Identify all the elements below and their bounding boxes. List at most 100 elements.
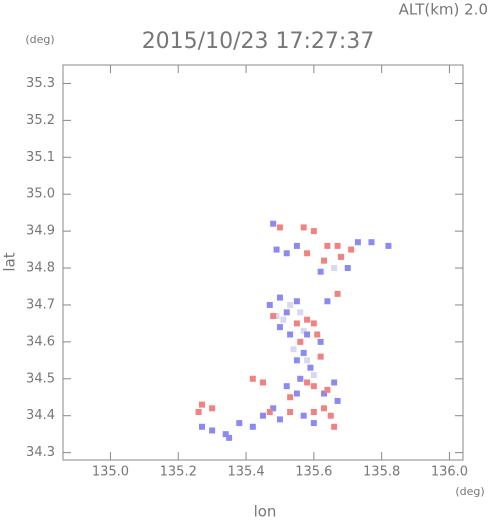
radar-echo (283, 250, 290, 257)
y-tick-label: 34.3 (26, 445, 55, 460)
x-tick-label: 135.4 (227, 465, 264, 480)
radar-echo (293, 357, 300, 364)
radar-echo (287, 331, 294, 338)
y-tick-label: 34.6 (26, 334, 55, 349)
radar-echo (344, 265, 351, 272)
radar-echo (348, 246, 355, 253)
radar-echo (331, 265, 338, 272)
radar-echo (310, 228, 317, 235)
y-unit: (deg) (25, 33, 54, 46)
radar-echo (307, 364, 314, 371)
radar-echo (276, 324, 283, 331)
y-tick-label: 34.5 (26, 371, 55, 386)
radar-echo (324, 298, 331, 305)
radar-echo (321, 405, 328, 412)
radar-echo (209, 405, 216, 412)
radar-echo (317, 338, 324, 345)
plot-frame (62, 64, 464, 461)
radar-echo (317, 268, 324, 275)
radar-echo (273, 246, 280, 253)
radar-echo (324, 386, 331, 393)
radar-echo (297, 338, 304, 345)
radar-echo (287, 409, 294, 416)
altitude-label: ALT(km) 2.0 (399, 1, 488, 19)
x-unit: (deg) (455, 485, 484, 498)
y-tick-label: 35.2 (26, 113, 55, 128)
radar-echo (249, 375, 256, 382)
radar-echo (273, 313, 280, 320)
radar-echo (270, 313, 277, 320)
radar-echo (297, 375, 304, 382)
x-axis-label: lon (254, 503, 277, 521)
radar-echo (270, 220, 277, 227)
radar-echo (249, 423, 256, 430)
radar-echo (304, 379, 311, 386)
y-tick-label: 35.3 (26, 76, 55, 91)
radar-echo (198, 401, 205, 408)
radar-echo (300, 349, 307, 356)
radar-echo (276, 294, 283, 301)
radar-echo (304, 250, 311, 257)
y-tick-label: 35.0 (26, 187, 55, 202)
radar-echo (270, 405, 277, 412)
radar-echo (209, 427, 216, 434)
y-axis-label: lat (1, 252, 19, 271)
radar-echo (236, 420, 243, 427)
radar-echo (304, 331, 311, 338)
radar-echo (300, 224, 307, 231)
radar-echo (317, 353, 324, 360)
radar-echo (368, 239, 375, 246)
radar-echo (226, 434, 233, 441)
radar-echo (293, 320, 300, 327)
radar-echo (327, 412, 334, 419)
radar-echo (293, 390, 300, 397)
x-tick-label: 135.6 (295, 465, 332, 480)
radar-echo (276, 224, 283, 231)
radar-echo (304, 357, 311, 364)
radar-echo (314, 331, 321, 338)
radar-echo (321, 390, 328, 397)
x-tick-label: 136.0 (431, 465, 468, 480)
radar-echo (293, 298, 300, 305)
radar-echo (354, 239, 361, 246)
radar-echo (287, 394, 294, 401)
radar-echo (198, 423, 205, 430)
radar-echo (287, 301, 294, 308)
radar-echo (310, 383, 317, 390)
radar-echo (195, 409, 202, 416)
radar-echo (334, 290, 341, 297)
radar-echo (260, 379, 266, 386)
y-tick-label: 35.1 (26, 150, 55, 165)
radar-echo (310, 372, 317, 379)
radar-echo (337, 253, 344, 260)
radar-echo (280, 316, 287, 323)
radar-echo (283, 309, 290, 316)
radar-echo (334, 242, 341, 249)
radar-echo (385, 242, 392, 249)
radar-echo (290, 346, 297, 353)
radar-echo (331, 423, 338, 430)
radar-echo (334, 397, 341, 404)
radar-echo (266, 409, 273, 416)
y-tick-label: 34.7 (26, 297, 55, 312)
radar-echo (331, 379, 338, 386)
radar-echo (310, 320, 317, 327)
radar-echo (321, 257, 328, 264)
chart-title: 2015/10/23 17:27:37 (142, 29, 375, 54)
radar-echo (324, 242, 331, 249)
x-tick-label: 135.8 (363, 465, 400, 480)
radar-echo (297, 309, 304, 316)
x-tick-label: 135.0 (92, 465, 129, 480)
radar-echo (283, 383, 290, 390)
radar-echo (266, 301, 273, 308)
y-tick-label: 34.4 (26, 408, 55, 423)
y-tick-label: 34.8 (26, 261, 55, 276)
radar-echo (293, 242, 300, 249)
radar-echo (310, 409, 317, 416)
x-tick-label: 135.2 (160, 465, 197, 480)
radar-echo (260, 412, 266, 419)
radar-echo (304, 316, 311, 323)
radar-echo (222, 431, 229, 438)
radar-echo (300, 327, 307, 334)
